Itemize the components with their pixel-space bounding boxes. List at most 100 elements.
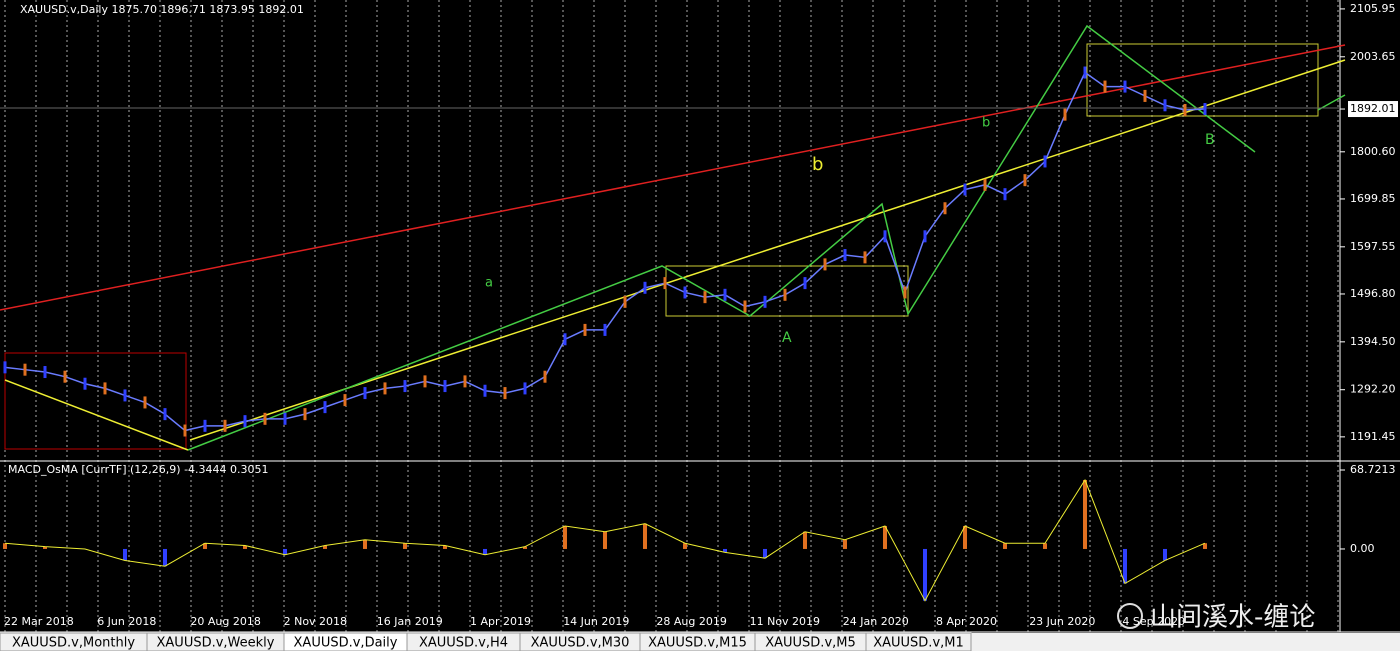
- wave-label: A: [782, 330, 792, 346]
- macd-bar: [283, 548, 287, 555]
- candle: [883, 230, 887, 243]
- macd-bar: [723, 548, 727, 553]
- macd-bar: [323, 545, 327, 549]
- y-tick-label: 68.7213: [1350, 463, 1396, 476]
- wave-label: b: [812, 154, 823, 175]
- macd-bar: [963, 525, 967, 549]
- candle: [223, 419, 227, 432]
- candle: [1183, 103, 1187, 116]
- x-tick-label: 1 Apr 2019: [470, 615, 531, 628]
- wave-label: B: [1205, 132, 1215, 148]
- tab-label[interactable]: XAUUSD.v,M30: [531, 636, 630, 651]
- candle: [723, 288, 727, 301]
- tab-label[interactable]: XAUUSD.v,M5: [765, 636, 856, 651]
- y-tick-label: 2105.95: [1350, 2, 1396, 15]
- candle: [83, 377, 87, 390]
- tab-label[interactable]: XAUUSD.v,Monthly: [12, 636, 135, 651]
- candle: [703, 291, 707, 304]
- macd-bar: [643, 523, 647, 549]
- rect-drawing: [4, 352, 187, 450]
- y-tick-label: 1292.20: [1350, 383, 1396, 396]
- candle: [983, 178, 987, 191]
- candle: [1163, 99, 1167, 112]
- x-tick-label: 28 Aug 2019: [656, 615, 726, 628]
- macd-bar: [483, 548, 487, 555]
- x-tick-label: 11 Nov 2019: [750, 615, 820, 628]
- x-tick-label: 14 Jun 2019: [563, 615, 629, 628]
- candle: [443, 380, 447, 393]
- watermark-logo: [1117, 603, 1143, 629]
- macd-bar: [683, 543, 687, 549]
- y-tick-label: 1191.45: [1350, 430, 1396, 443]
- y-tick-label: 1892.01: [1350, 102, 1396, 115]
- candle: [783, 288, 787, 301]
- macd-bar: [163, 548, 167, 567]
- macd-bar: [1043, 543, 1047, 549]
- candle: [3, 361, 7, 374]
- wave-label: a: [485, 276, 493, 291]
- candle: [523, 382, 527, 395]
- macd-bar: [3, 543, 7, 549]
- candle: [623, 295, 627, 308]
- candle: [863, 251, 867, 264]
- candle: [63, 370, 67, 383]
- macd-bar: [843, 539, 847, 549]
- macd-bar: [563, 525, 567, 549]
- candle: [103, 382, 107, 395]
- tab-label[interactable]: XAUUSD.v,H4: [419, 636, 508, 651]
- candle: [263, 412, 267, 425]
- wave-label: b: [982, 116, 990, 131]
- signal-line: [4, 478, 1206, 602]
- y-tick-label: 1699.85: [1350, 192, 1396, 205]
- candle: [583, 323, 587, 336]
- candle: [1083, 66, 1087, 79]
- macd-bar: [603, 531, 607, 549]
- y-tick-label: 1597.55: [1350, 240, 1396, 253]
- candle: [823, 258, 827, 271]
- candle: [123, 389, 127, 402]
- y-tick-label: 0.00: [1350, 542, 1375, 555]
- candle: [763, 295, 767, 308]
- tab-label[interactable]: XAUUSD.v,Daily: [294, 636, 398, 651]
- trend-line: [189, 59, 1346, 441]
- candle: [643, 281, 647, 294]
- candle: [903, 286, 907, 299]
- candle: [963, 183, 967, 196]
- candle: [603, 323, 607, 336]
- x-tick-label: 2 Nov 2018: [284, 615, 347, 628]
- candle: [243, 415, 247, 428]
- macd-bar: [803, 531, 807, 549]
- candle: [843, 249, 847, 262]
- candle: [1103, 80, 1107, 93]
- macd-bar: [203, 543, 207, 549]
- trend-line: [0, 44, 1346, 311]
- tab[interactable]: [865, 632, 972, 651]
- price-axis-area: [1340, 0, 1400, 632]
- tab-label[interactable]: XAUUSD.v,M1: [873, 636, 964, 651]
- candle: [943, 202, 947, 215]
- macd-bar: [43, 546, 47, 549]
- macd-bar: [923, 548, 927, 601]
- y-tick-label: 1800.60: [1350, 145, 1396, 158]
- x-tick-label: 6 Jun 2018: [97, 615, 156, 628]
- macd-bar: [403, 543, 407, 549]
- candle: [43, 366, 47, 379]
- candle: [203, 419, 207, 432]
- macd-bar: [523, 546, 527, 549]
- y-tick-label: 2003.65: [1350, 50, 1396, 63]
- candle: [1003, 188, 1007, 201]
- macd-label: MACD_OsMA [CurrTF] (12,26,9) -4.3444 0.3…: [8, 463, 269, 476]
- tab-label[interactable]: XAUUSD.v,M15: [648, 636, 747, 651]
- trend-line: [4, 379, 189, 451]
- candle: [503, 387, 507, 400]
- candle: [383, 382, 387, 395]
- candle: [23, 363, 27, 376]
- x-tick-label: 23 Jun 2020: [1029, 615, 1095, 628]
- candle: [303, 408, 307, 421]
- candle: [163, 408, 167, 421]
- price-tag: [1348, 101, 1398, 118]
- macd-bar: [763, 548, 767, 559]
- rect-drawing: [1086, 43, 1319, 117]
- tab-label[interactable]: XAUUSD.v,Weekly: [157, 636, 275, 651]
